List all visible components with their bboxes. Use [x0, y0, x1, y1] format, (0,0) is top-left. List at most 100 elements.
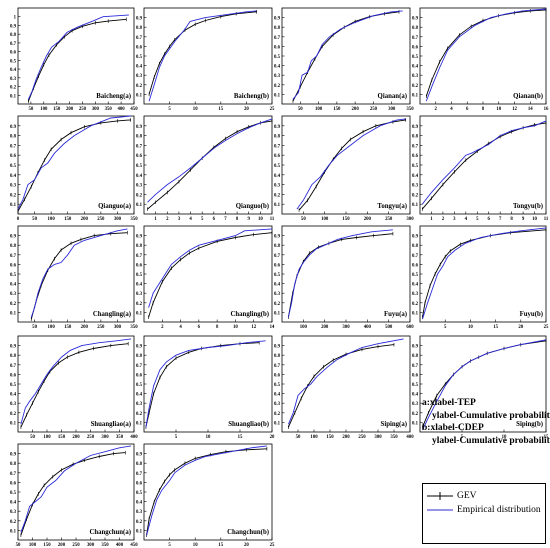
x-tick-label: 7 [499, 217, 502, 222]
y-tick-label: 0.7 [136, 364, 143, 369]
x-tick-label: 3 [178, 217, 181, 222]
y-tick-label: 0.6 [274, 154, 281, 159]
subplot-title: Qianan(a) [378, 93, 407, 100]
x-tick-label: 10 [206, 435, 211, 440]
x-tick-label: 14 [528, 107, 533, 112]
y-tick-label: 0.6 [136, 263, 143, 268]
subplot-title: Changchun(b) [227, 529, 269, 536]
y-tick-label: 0.4 [274, 65, 281, 70]
y-tick-label: 0.7 [412, 364, 419, 369]
plot-frame [419, 7, 547, 105]
x-tick-label: 3 [453, 217, 456, 222]
x-tick-label: 50 [30, 435, 35, 440]
y-tick-label: 0.4 [10, 283, 17, 288]
series-gev-line [287, 233, 393, 318]
subplot: 0.1 0.2 0.3 0.4 0.5 0.6 0.7 0.8 0.9 5 10 15 20 25 Chan… [136, 443, 275, 548]
y-tick-label: 0.8 [10, 354, 17, 359]
y-tick-label: 0.3 [274, 184, 281, 189]
series-gev-line [298, 119, 406, 211]
series-empirical-line [148, 228, 273, 308]
x-tick-label: 5 [476, 217, 479, 222]
y-tick-label: 0.8 [136, 354, 143, 359]
x-tick-label: 400 [406, 435, 414, 440]
x-tick-label: 300 [101, 435, 109, 440]
y-tick-label: 0.6 [136, 481, 143, 486]
series-empirical-line [20, 445, 132, 533]
y-tick-label: 0.2 [412, 412, 419, 417]
y-tick-label: 0.6 [412, 373, 419, 378]
y-tick-label: 0.6 [412, 154, 419, 159]
y-tick-label: 0.9 [274, 345, 281, 350]
y-tick-label: 0.4 [136, 65, 143, 70]
plot-frame [143, 225, 273, 323]
x-tick-label: 10 [193, 107, 198, 112]
x-tick-label: 10 [496, 107, 501, 112]
x-tick-label: 100 [48, 325, 56, 330]
series-empirical-line [287, 338, 404, 425]
x-tick-label: 400 [130, 435, 138, 440]
y-tick-label: 0.8 [10, 244, 17, 249]
series-gev-line [292, 11, 400, 102]
x-tick-label: 100 [310, 435, 318, 440]
legend-gev-label: GEV [457, 491, 477, 501]
legend-gev-swatch [427, 492, 453, 500]
x-tick-label: 200 [81, 217, 89, 222]
subplot-title: Qianan(b) [513, 93, 543, 100]
subplot: 0.1 0.2 0.3 0.4 0.5 0.6 0.7 0.8 0.9 50 100 150 200 25… [10, 335, 138, 440]
y-tick-label: 0.7 [10, 472, 17, 477]
y-tick-label: 0.5 [136, 273, 143, 278]
subplot: 0.1 0.2 0.3 0.4 0.5 0.6 0.7 0.8 0.9 50 100 150 200 25… [274, 7, 414, 112]
y-tick-label: 0.2 [10, 302, 17, 307]
x-tick-label: 2 [435, 107, 438, 112]
x-tick-label: 16 [544, 107, 549, 112]
x-tick-label: 350 [116, 435, 124, 440]
x-tick-label: 300 [92, 107, 100, 112]
y-tick-label: 0.5 [274, 164, 281, 169]
subplot-title: Tongyu(b) [513, 203, 543, 210]
y-tick-label: 0.9 [412, 17, 419, 22]
x-tick-label: 4 [189, 217, 192, 222]
subplot: 0.1 0.2 0.3 0.4 0.5 0.6 0.7 0.8 0.9 2 4 6 8 10 12 14 Cha… [136, 225, 275, 330]
series-empirical-line [147, 118, 273, 203]
y-tick-label: 0.8 [274, 354, 281, 359]
series-empirical-line [145, 340, 266, 428]
x-tick-label: 400 [116, 543, 124, 548]
series-gev-line [20, 343, 129, 428]
x-tick-label: 200 [72, 435, 80, 440]
x-tick-label: 2 [161, 325, 164, 330]
y-tick-label: 0.5 [10, 383, 17, 388]
x-tick-label: 50 [28, 107, 33, 112]
y-tick-label: 0.1 [10, 311, 17, 316]
legend-empirical-label: Empirical distribution [457, 505, 541, 515]
x-tick-label: 150 [43, 543, 51, 548]
series-gev-line [425, 9, 547, 97]
y-tick-label: 0.6 [412, 45, 419, 50]
x-tick-label: 10 [193, 543, 198, 548]
x-tick-label: 12 [251, 325, 256, 330]
y-tick-label: 0.2 [412, 84, 419, 89]
subplot-title: Qianguo(b) [236, 203, 269, 210]
plot-frame [143, 443, 273, 541]
y-tick-label: 0.7 [136, 144, 143, 149]
subplot: 0.1 0.2 0.3 0.4 0.5 0.6 0.7 0.8 0.9 100 200 300 400 5… [274, 225, 414, 330]
x-tick-label: 350 [130, 217, 138, 222]
y-tick-label: 0.2 [412, 302, 419, 307]
y-tick-label: 0.8 [10, 462, 17, 467]
series-gev-line [17, 119, 131, 212]
series-gev-line [148, 11, 257, 95]
x-tick-label: 15 [544, 435, 549, 440]
y-tick-label: 0.6 [136, 373, 143, 378]
y-tick-label: 0.6 [10, 51, 17, 56]
x-tick-label: 1 [154, 217, 157, 222]
subplot-title: Shuangliao(a) [91, 421, 131, 428]
x-tick-label: 4 [450, 107, 453, 112]
x-tick-label: 15 [493, 325, 498, 330]
series-empirical-line [422, 339, 547, 431]
x-tick-label: 8 [482, 107, 485, 112]
x-tick-label: 15 [218, 107, 223, 112]
y-tick-label: 0.1 [136, 93, 143, 98]
y-tick-label: 0.3 [136, 74, 143, 79]
x-tick-label: 5 [201, 217, 204, 222]
y-tick-label: 0.5 [136, 491, 143, 496]
x-tick-label: 10 [258, 217, 263, 222]
